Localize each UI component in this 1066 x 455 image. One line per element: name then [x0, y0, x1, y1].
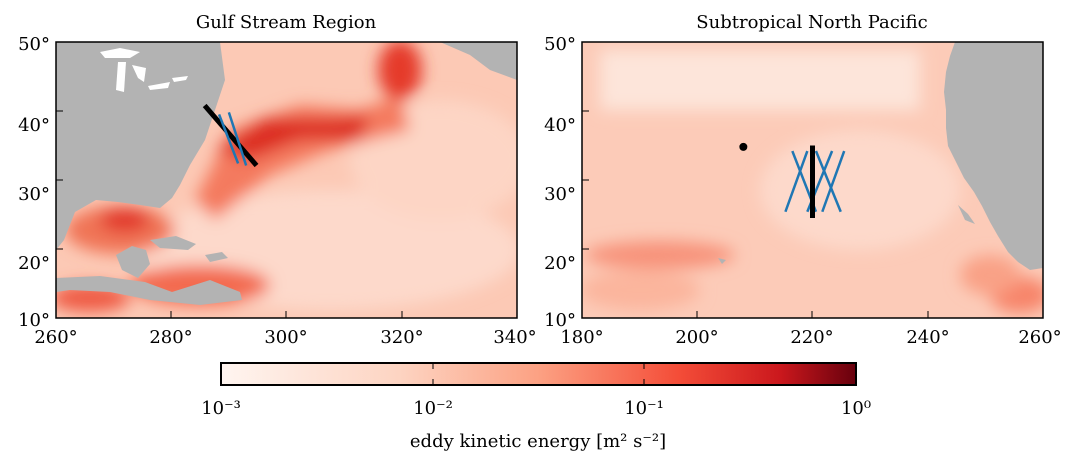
colorbar-tick-label: 10⁰	[841, 398, 871, 419]
x-tick-label: 240°	[906, 327, 949, 348]
y-tick-label: 40°	[18, 115, 50, 136]
gulf-stream-tracks	[202, 103, 259, 168]
colorbar-tick-label: 10⁻³	[201, 398, 241, 419]
north-pacific-y-ticks: 50° 40° 30° 20° 10°	[544, 34, 589, 331]
north-pacific-panel: Subtropical North Pacific	[544, 12, 1062, 348]
x-tick-label: 300°	[264, 327, 307, 348]
x-tick-label: 220°	[790, 327, 833, 348]
x-tick-label: 340°	[493, 327, 536, 348]
gulf-stream-panel: Gulf Stream Region	[18, 12, 537, 348]
gulf-stream-y-ticks: 50° 40° 30° 20° 10°	[18, 34, 63, 331]
north-pacific-tracks	[739, 142, 846, 218]
y-tick-label: 20°	[544, 253, 576, 274]
y-tick-label: 50°	[544, 34, 576, 55]
track-line	[202, 103, 259, 168]
station-point	[739, 142, 748, 151]
y-tick-label: 30°	[544, 184, 576, 205]
track-line	[814, 150, 842, 213]
x-tick-label: 320°	[380, 327, 423, 348]
x-tick-label: 180°	[560, 327, 603, 348]
x-tick-label: 280°	[149, 327, 192, 348]
gulf-stream-x-ticks: 260° 280° 300° 320° 340°	[34, 311, 537, 348]
y-tick-label: 20°	[18, 253, 50, 274]
x-tick-label: 200°	[675, 327, 718, 348]
y-tick-label: 30°	[18, 184, 50, 205]
colorbar: 10⁻³ 10⁻² 10⁻¹ 10⁰ eddy kinetic energy […	[201, 362, 871, 452]
great-lakes	[100, 48, 188, 92]
y-tick-label: 10°	[544, 310, 576, 331]
x-tick-label: 260°	[34, 327, 77, 348]
land-areas	[56, 42, 517, 305]
colorbar-tick-label: 10⁻¹	[624, 398, 664, 419]
north-pacific-title: Subtropical North Pacific	[696, 12, 927, 33]
y-tick-label: 40°	[544, 115, 576, 136]
eke-field	[56, 42, 517, 312]
colorbar-label: eddy kinetic energy [m² s⁻²]	[410, 431, 666, 452]
track-line	[784, 150, 809, 213]
y-tick-label: 10°	[18, 310, 50, 331]
track-line	[217, 113, 240, 164]
gulf-stream-title: Gulf Stream Region	[196, 12, 377, 33]
north-pacific-x-ticks: 180° 200° 220° 240° 260°	[560, 311, 1062, 348]
colorbar-gradient	[220, 362, 857, 386]
track-line	[227, 111, 248, 166]
gulf-stream-map	[56, 42, 517, 318]
land-areas	[718, 42, 1043, 270]
y-tick-label: 50°	[18, 34, 50, 55]
colorbar-tick-label: 10⁻²	[413, 398, 453, 419]
track-line	[821, 150, 846, 213]
x-tick-label: 260°	[1018, 327, 1061, 348]
